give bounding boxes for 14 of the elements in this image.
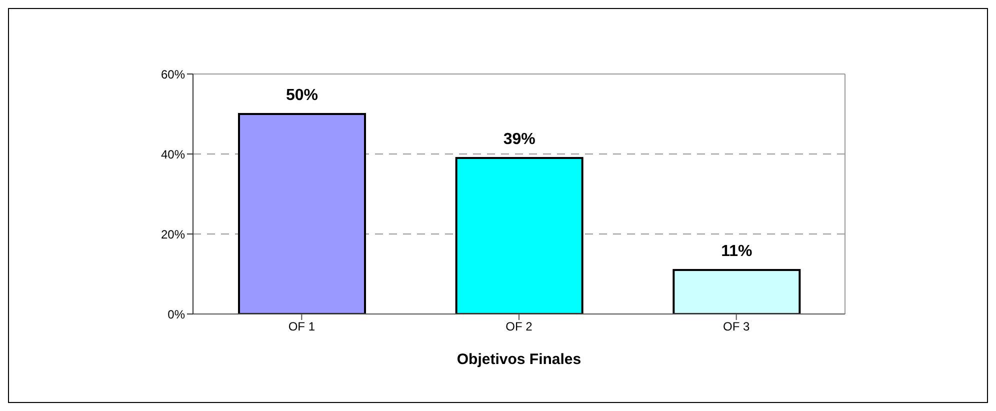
x-tick-label: OF 2 [506,320,533,334]
x-axis-title: Objetivos Finales [456,351,582,368]
bar [455,157,584,314]
y-tick-label: 40% [160,147,186,162]
bar [238,113,366,314]
data-label: 50% [286,87,318,104]
y-tick-label: 20% [160,227,186,242]
y-tick-label: 60% [160,67,186,82]
data-label: 11% [721,243,752,260]
bar [672,269,801,314]
x-tick-label: OF 3 [722,320,750,334]
x-tick-label: OF 1 [288,320,316,334]
data-label: 39% [503,131,536,148]
y-tick-label: 0% [168,307,186,322]
